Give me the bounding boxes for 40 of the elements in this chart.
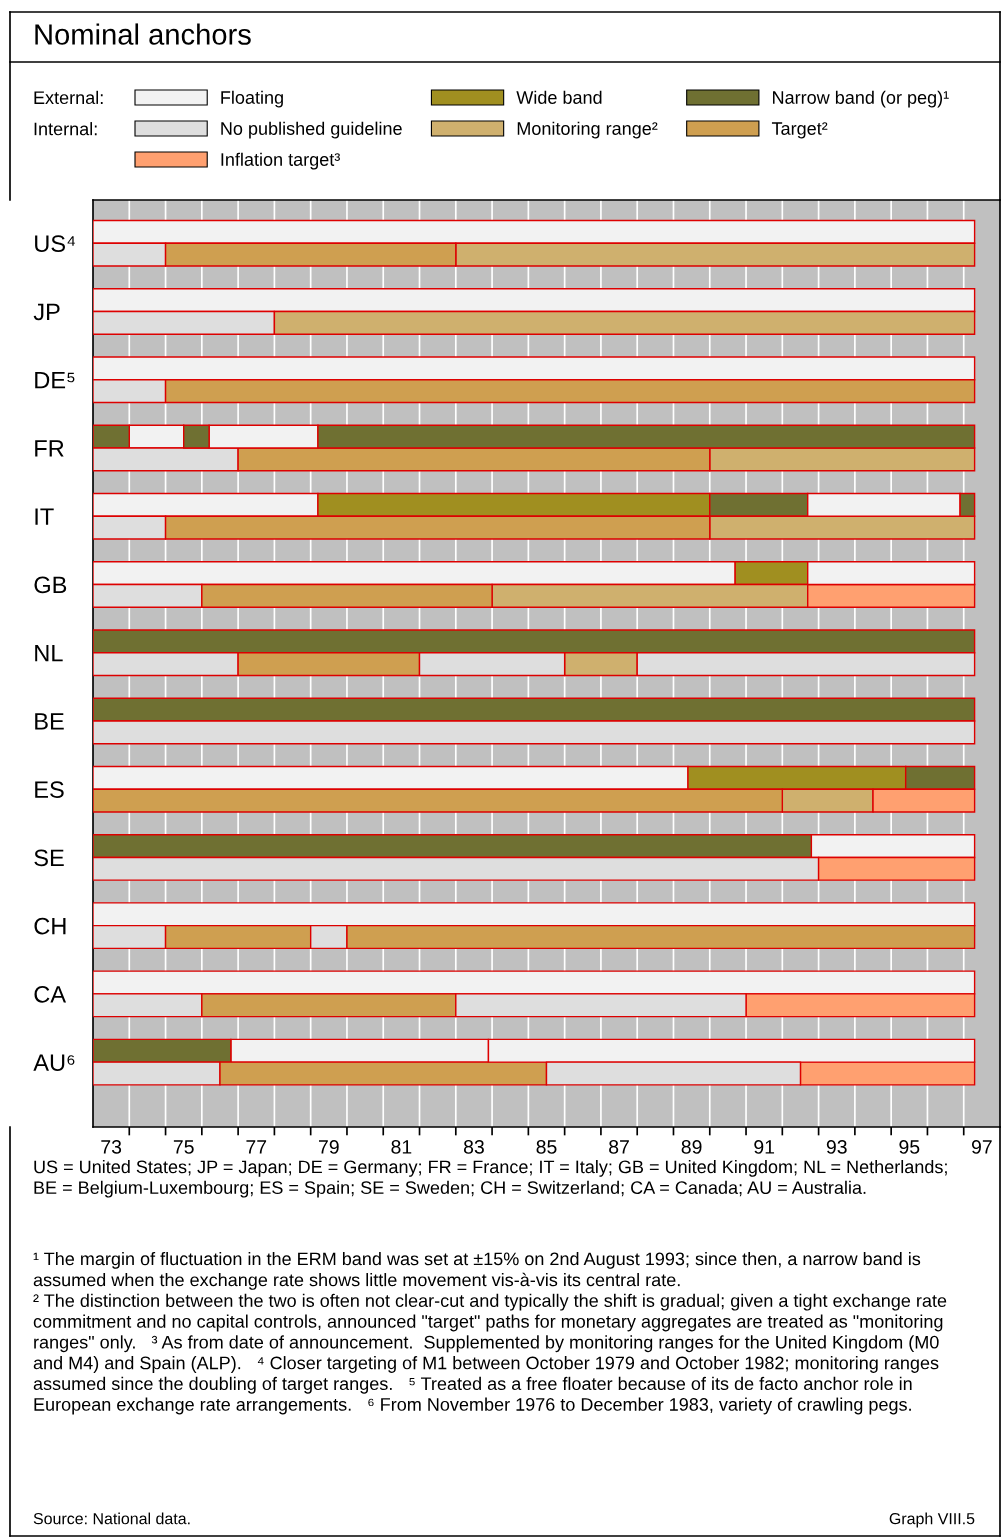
x-tick-label: 85 — [536, 1140, 557, 1154]
y-tick-label: DE⁵ — [35, 372, 75, 389]
legend-label: No published guideline — [221, 121, 402, 139]
source-note: Source: National data. — [33, 1512, 190, 1525]
y-tick-label: NL — [35, 645, 63, 662]
text: Internal: — [34, 122, 97, 136]
text: External: — [34, 90, 103, 105]
y-tick-label: ES — [35, 781, 64, 798]
y-tick-label: FR — [35, 440, 64, 457]
x-tick-label: 81 — [391, 1140, 412, 1154]
y-tick-label: GB — [34, 576, 67, 594]
y-tick-label: IT — [35, 508, 54, 525]
legend-label: Narrow band (or peg)¹ — [773, 90, 949, 108]
x-tick-label: 93 — [826, 1140, 847, 1154]
text: US = United States; JP = Japan; DE = Germany; FR = France; IT = Italy; GB = United Kingdom; NL = Netherlands; BE = Belgium-Luxembourg; ES = Spain; SE = Sweden; CH = Switzerland; CA = Canada; AU = Australia. — [34, 1160, 947, 1198]
legend-label: Monitoring range² — [517, 121, 658, 139]
y-tick-label: CH — [34, 917, 66, 935]
x-tick-label: 95 — [899, 1140, 920, 1154]
legend-label: Wide band — [516, 90, 602, 104]
y-tick-label: BE — [35, 713, 64, 730]
x-tick-label: 83 — [463, 1140, 484, 1154]
x-tick-label: 73 — [101, 1140, 122, 1154]
x-tick-label: 89 — [681, 1140, 702, 1154]
chart-title: Nominal anchors — [35, 23, 251, 45]
x-tick-label: 77 — [246, 1140, 267, 1154]
x-tick-label: 75 — [173, 1140, 194, 1154]
legend-label: Floating — [221, 90, 283, 108]
text: Graph VIII.5 — [889, 1512, 975, 1528]
y-tick-label: JP — [33, 303, 60, 321]
text: ¹ The margin of fluctuation in the ERM band was set at ±15% on 2nd August 1993; since then, a narrow band is assumed when the exchange rate shows little movement vis-à-vis its central rate. ² The distinction between the two is often not clear-cut and typically the shift is gradual; given a tight exchange rate commitment and no capital controls, announced "target" paths for monetary aggregates are treated as "monitoring ranges" only. ³ As from date of announcement. Supplemented by monitoring ranges for the United Kingdom (M0 and M4) and Spain (ALP). ⁴ Closer targeting of M1 between October 1979 and October 1982; monitoring ranges assumed since the doubling of target ranges. ⁵ Treated as a free floater because of its de facto anchor role in European exchange rate arrangements. ⁶ From November 1976 to December 1983, variety of crawling pegs. — [33, 1252, 947, 1415]
y-tick-label: US⁴ — [35, 235, 76, 253]
y-tick-label: AU⁶ — [33, 1054, 75, 1071]
legend-label: Inflation target³ — [221, 152, 340, 170]
y-tick-label: CA — [34, 985, 67, 1003]
y-tick-label: SE — [34, 849, 64, 867]
x-tick-label: 79 — [319, 1140, 339, 1154]
x-tick-label: 97 — [971, 1140, 992, 1154]
x-tick-label: 87 — [609, 1140, 629, 1154]
legend-label: Target² — [771, 122, 828, 139]
x-tick-label: 91 — [754, 1140, 775, 1154]
